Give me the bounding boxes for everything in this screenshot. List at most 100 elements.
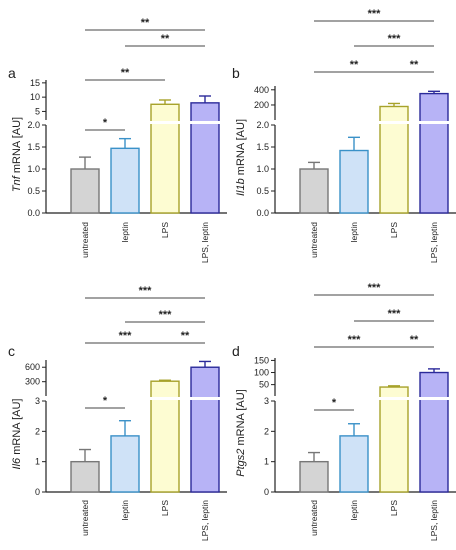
significance-label: *** bbox=[368, 282, 382, 294]
significance-label: ** bbox=[121, 67, 130, 79]
bar-untreated bbox=[70, 168, 100, 214]
y-tick-label: 0.0 bbox=[27, 208, 40, 218]
y-tick-label: 400 bbox=[254, 85, 269, 95]
significance-label: *** bbox=[388, 308, 402, 320]
bar-lps-leptin bbox=[190, 366, 220, 493]
y-tick-label: 1 bbox=[35, 457, 40, 467]
significance-label: ** bbox=[181, 330, 190, 342]
bar-untreated bbox=[70, 460, 100, 493]
bar-lps-leptin bbox=[419, 371, 449, 493]
x-tick-label: LPS bbox=[389, 500, 399, 516]
significance-label: * bbox=[332, 397, 337, 409]
significance-label: *** bbox=[368, 8, 382, 20]
significance-label: ** bbox=[410, 334, 419, 346]
axis-break bbox=[269, 121, 456, 124]
y-tick-label: 0 bbox=[35, 487, 40, 497]
y-tick-label: 150 bbox=[254, 355, 269, 365]
y-tick-label: 1.0 bbox=[27, 164, 40, 174]
significance-label: *** bbox=[119, 330, 133, 342]
significance-label: *** bbox=[388, 33, 402, 45]
bar-leptin bbox=[110, 435, 140, 493]
x-tick-label: LPS bbox=[160, 500, 170, 516]
bar-leptin bbox=[339, 435, 369, 493]
panel-d: d Ptgs2 mRNA [AU] 0 1 2 3 50 100 150 untreated lep… bbox=[232, 282, 456, 541]
y-tick-label: 50 bbox=[259, 380, 269, 390]
x-tick-label: LPS, leptin bbox=[429, 222, 439, 263]
significance-label: ** bbox=[350, 59, 359, 71]
bar-lps bbox=[379, 386, 409, 493]
y-tick-label: 600 bbox=[25, 362, 40, 372]
significance-label: * bbox=[103, 117, 108, 129]
y-tick-label: 2 bbox=[264, 426, 269, 436]
bar-lps-leptin bbox=[419, 92, 449, 214]
panel-letter: b bbox=[232, 65, 240, 81]
y-axis-label: Tnf mRNA [AU] bbox=[11, 117, 23, 192]
x-tick-label: leptin bbox=[349, 500, 359, 521]
y-tick-label: 1 bbox=[264, 457, 269, 467]
x-tick-label: leptin bbox=[349, 222, 359, 243]
y-tick-label: 0.5 bbox=[256, 186, 269, 196]
y-tick-label: 0.5 bbox=[27, 186, 40, 196]
x-tick-label: untreated bbox=[80, 222, 90, 258]
x-tick-label: LPS, leptin bbox=[429, 500, 439, 541]
significance-label: *** bbox=[159, 309, 173, 321]
y-axis-label: Il1b mRNA [AU] bbox=[235, 119, 247, 196]
y-tick-label: 0 bbox=[264, 487, 269, 497]
x-tick-label: LPS bbox=[160, 222, 170, 238]
y-tick-label: 2.0 bbox=[27, 120, 40, 130]
y-axis-label: Ptgs2 mRNA [AU] bbox=[235, 389, 247, 476]
axis-break bbox=[40, 397, 233, 400]
y-tick-label: 3 bbox=[264, 396, 269, 406]
significance-label: *** bbox=[139, 285, 153, 297]
x-tick-label: leptin bbox=[120, 222, 130, 243]
y-axis-label-unit: mRNA [AU] bbox=[11, 117, 23, 176]
y-tick-label: 2 bbox=[35, 426, 40, 436]
x-tick-label: untreated bbox=[309, 222, 319, 258]
y-axis-label-gene: Il6 bbox=[11, 457, 23, 470]
y-axis-label-gene: Il1b bbox=[235, 178, 247, 196]
y-axis-label-unit: mRNA [AU] bbox=[235, 389, 247, 448]
panel-letter: c bbox=[8, 343, 15, 359]
axis-break bbox=[40, 121, 233, 124]
bar-untreated bbox=[299, 460, 329, 493]
y-tick-label: 200 bbox=[254, 100, 269, 110]
x-tick-label: untreated bbox=[80, 500, 90, 536]
y-tick-label: 1.5 bbox=[256, 142, 269, 152]
x-tick-label: untreated bbox=[309, 500, 319, 536]
panel-letter: a bbox=[8, 65, 16, 81]
y-tick-label: 0.0 bbox=[256, 208, 269, 218]
y-tick-label: 100 bbox=[254, 368, 269, 378]
significance-label: ** bbox=[161, 33, 170, 45]
y-axis-label-gene: Ptgs2 bbox=[235, 449, 247, 477]
y-tick-label: 3 bbox=[35, 396, 40, 406]
bar-leptin bbox=[339, 149, 369, 214]
axis-break bbox=[269, 397, 456, 400]
x-tick-label: leptin bbox=[120, 500, 130, 521]
y-axis-label: Il6 mRNA [AU] bbox=[11, 399, 23, 470]
y-tick-label: 1.5 bbox=[27, 142, 40, 152]
bar-lps bbox=[150, 103, 180, 214]
panel-c: c Il6 mRNA [AU] 0 1 2 3 300 600 untreated leptin L… bbox=[8, 285, 233, 541]
panel-b: b Il1b mRNA [AU] 0.0 0.5 1.0 1.5 2.0 200 400 untr… bbox=[232, 8, 456, 263]
panel-a: a Tnf mRNA [AU] 0.0 0.5 1.0 1.5 2.0 5 10 15 untrea… bbox=[8, 17, 233, 263]
bar-untreated bbox=[299, 168, 329, 214]
x-tick-label: LPS, leptin bbox=[200, 222, 210, 263]
y-tick-label: 1.0 bbox=[256, 164, 269, 174]
y-tick-label: 300 bbox=[25, 377, 40, 387]
bar-leptin bbox=[110, 147, 140, 214]
y-tick-label: 10 bbox=[30, 92, 40, 102]
y-axis-label-unit: mRNA [AU] bbox=[11, 399, 23, 458]
x-tick-label: LPS bbox=[389, 222, 399, 238]
y-tick-label: 2.0 bbox=[256, 120, 269, 130]
panel-letter: d bbox=[232, 343, 240, 359]
y-tick-label: 15 bbox=[30, 78, 40, 88]
y-tick-label: 5 bbox=[35, 106, 40, 116]
y-axis-label-gene: Tnf bbox=[11, 175, 23, 192]
significance-label: ** bbox=[141, 17, 150, 29]
significance-label: ** bbox=[410, 59, 419, 71]
significance-label: * bbox=[103, 395, 108, 407]
x-tick-label: LPS, leptin bbox=[200, 500, 210, 541]
bar-lps-leptin bbox=[190, 102, 220, 214]
significance-label: *** bbox=[348, 334, 362, 346]
